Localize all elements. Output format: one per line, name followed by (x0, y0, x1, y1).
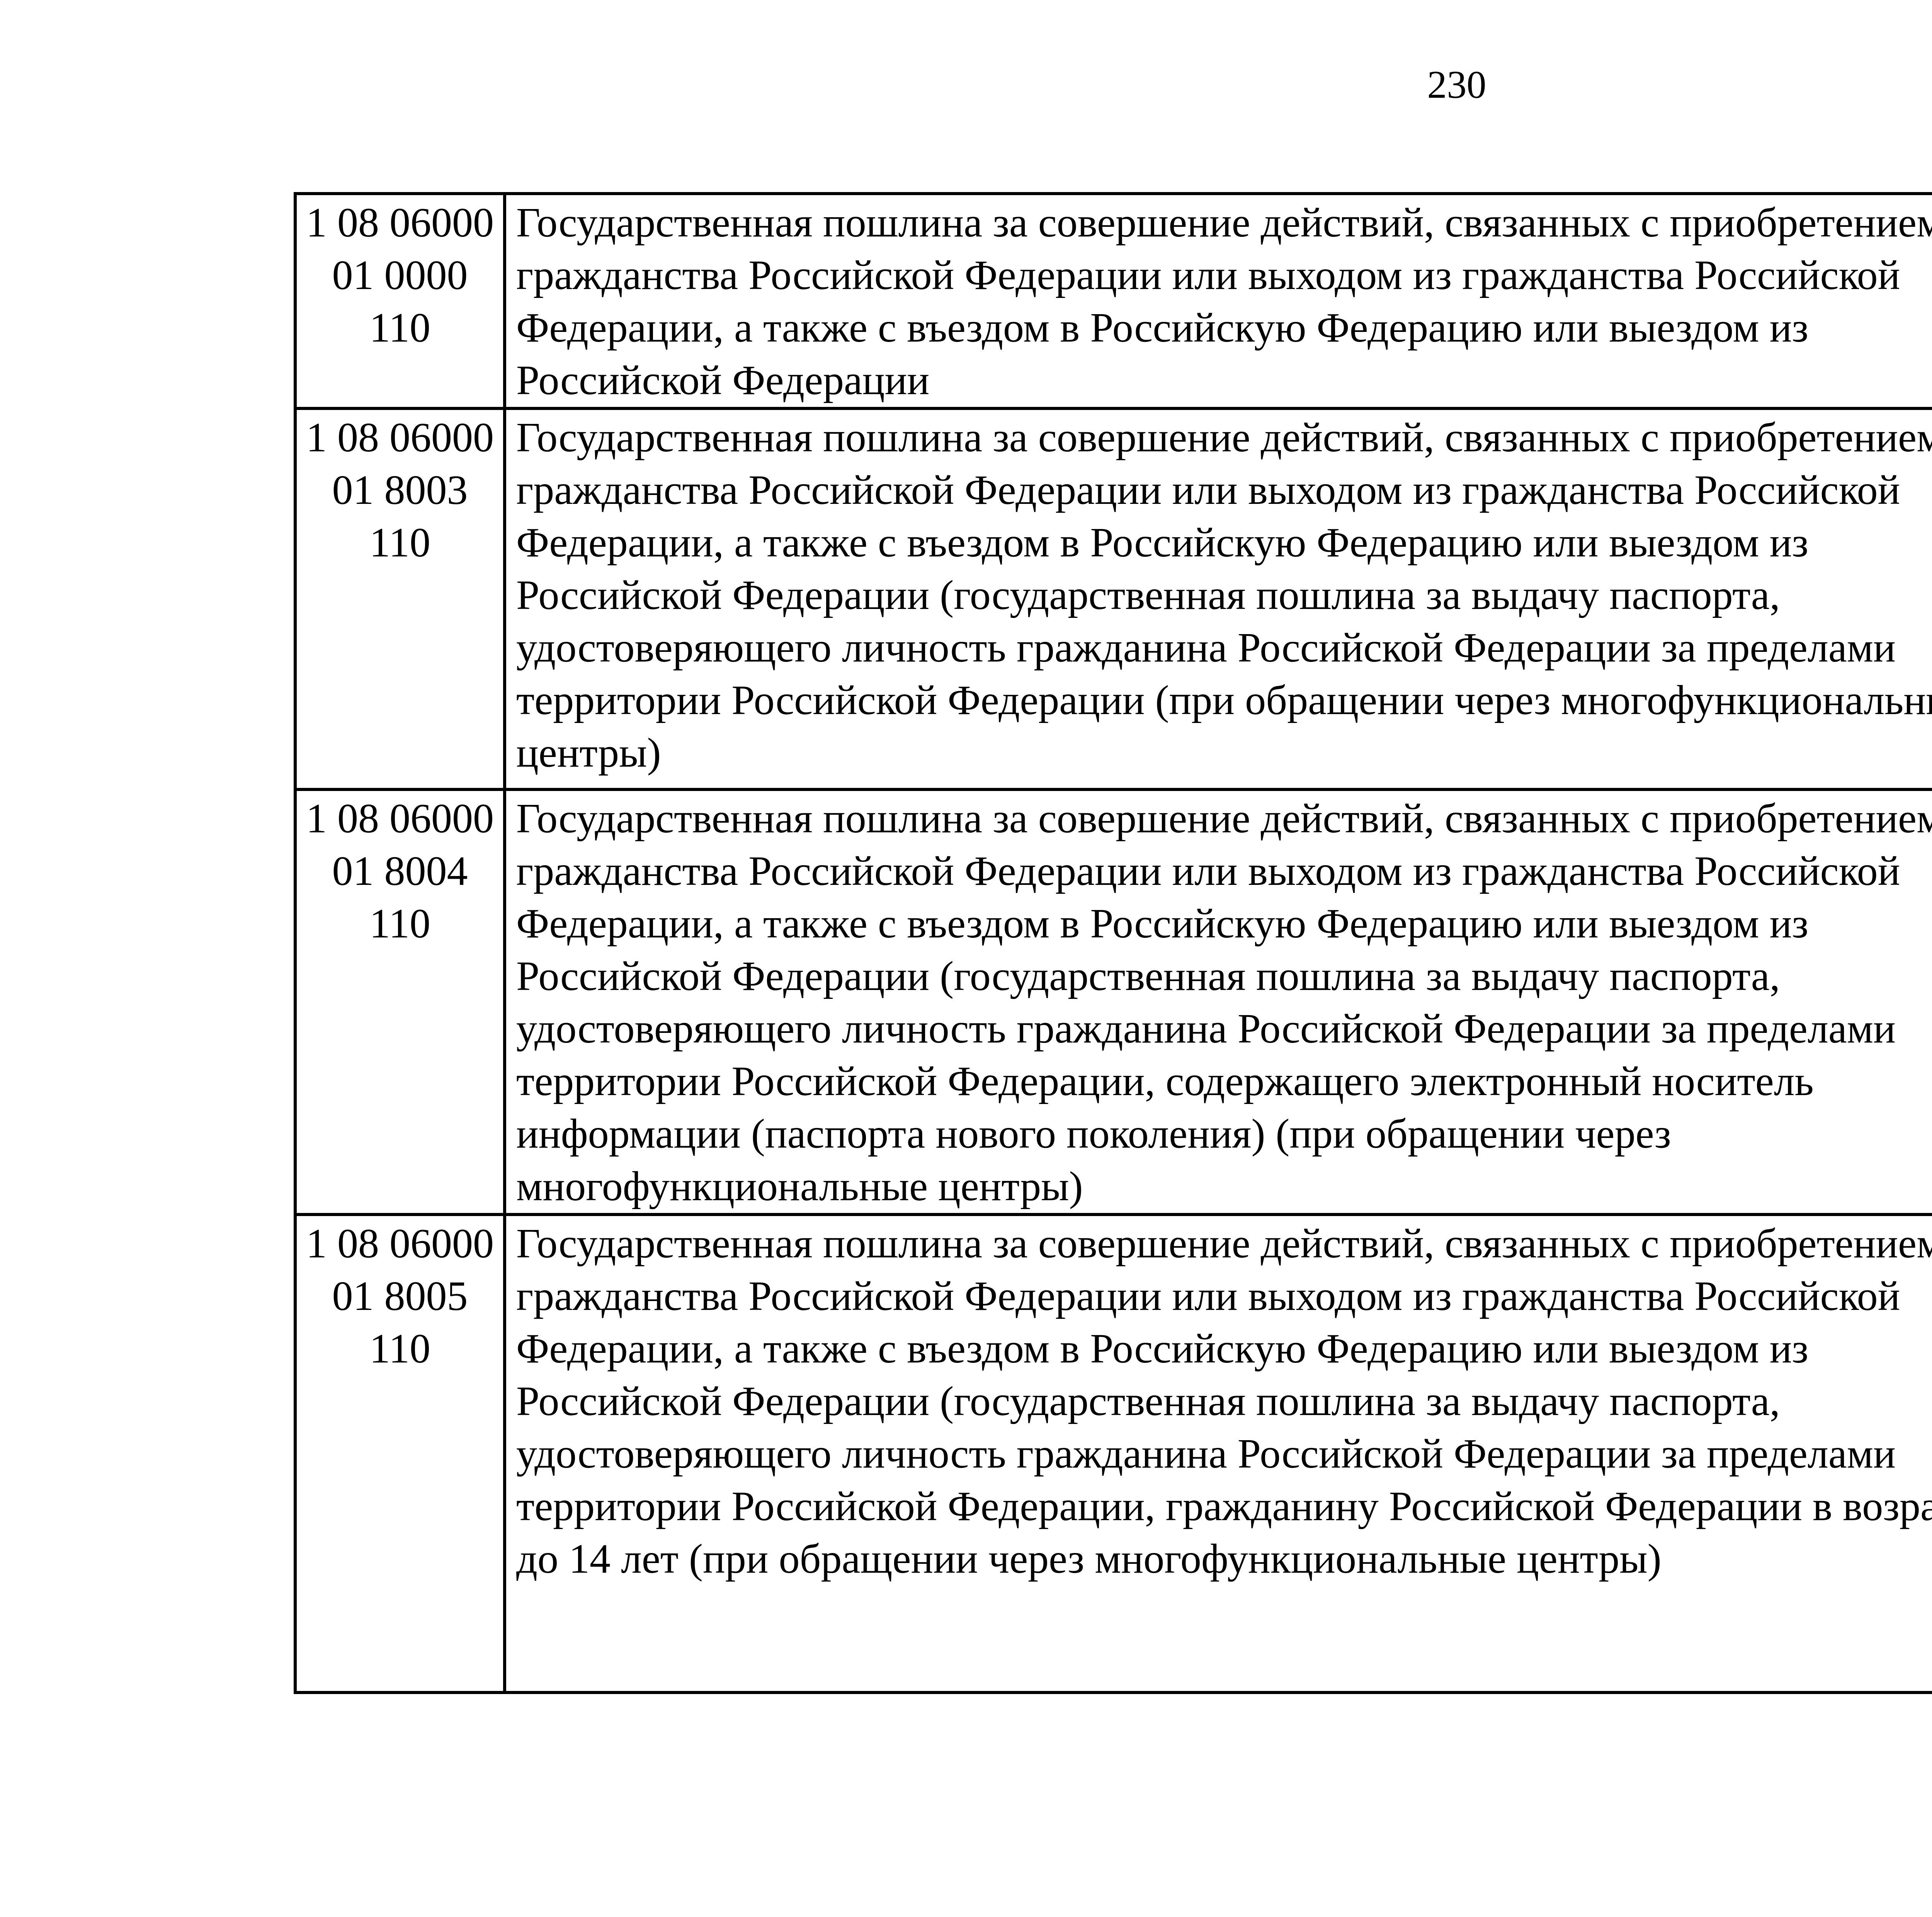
table-row: 1 08 06000 01 0000 110 Государственная п… (294, 192, 1932, 410)
budget-codes-table: 1 08 06000 01 0000 110 Государственная п… (294, 192, 1932, 1694)
kbk-code-cell: 1 08 06000 01 8005 110 (294, 1213, 506, 1694)
kbk-code-cell: 1 08 06000 01 0000 110 (294, 192, 506, 410)
kbk-code-cell: 1 08 06000 01 8004 110 (294, 788, 506, 1216)
table-row: 1 08 06000 01 8003 110 Государственная п… (294, 407, 1932, 791)
page-number: 230 (1427, 63, 1486, 107)
description-cell: Государственная пошлина за совершение де… (503, 192, 1932, 410)
description-cell: Государственная пошлина за совершение де… (503, 1213, 1932, 1694)
table-row: 1 08 06000 01 8004 110 Государственная п… (294, 788, 1932, 1216)
description-cell: Государственная пошлина за совершение де… (503, 788, 1932, 1216)
kbk-code-cell: 1 08 06000 01 8003 110 (294, 407, 506, 791)
description-cell: Государственная пошлина за совершение де… (503, 407, 1932, 791)
table-row: 1 08 06000 01 8005 110 Государственная п… (294, 1213, 1932, 1694)
